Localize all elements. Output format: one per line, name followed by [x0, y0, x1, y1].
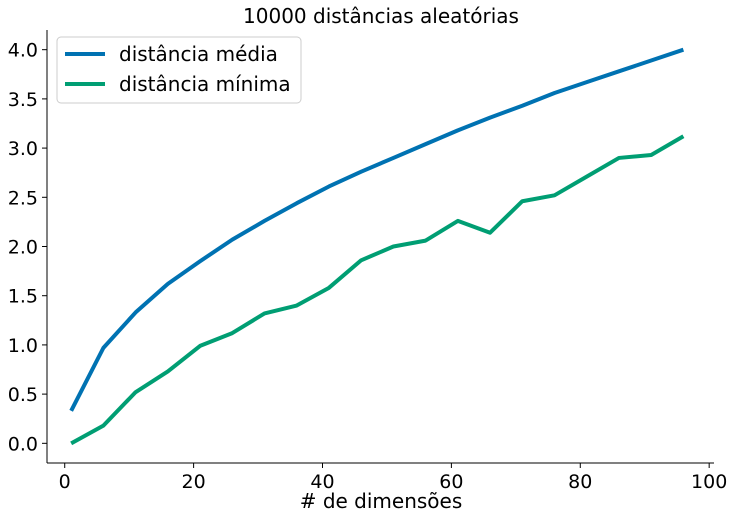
series-line-1: [69, 47, 685, 412]
legend: distância média distância mínima: [56, 36, 302, 104]
y-tick-label: 1.5: [8, 286, 38, 308]
y-tick-label: 3.0: [8, 138, 38, 160]
x-tick-label: 60: [439, 471, 463, 493]
y-tick-label: 3.5: [8, 89, 38, 111]
y-tick-label: 0.0: [8, 433, 38, 455]
x-tick-label: 0: [59, 471, 71, 493]
x-tick-label: 20: [182, 471, 206, 493]
y-tick-label: 2.5: [8, 187, 38, 209]
x-tick-label: 100: [691, 471, 727, 493]
y-tick-label: 1.0: [8, 335, 38, 357]
legend-label-1: distância média: [119, 42, 278, 66]
series-line-2: [70, 134, 685, 446]
x-tick-label: 80: [568, 471, 592, 493]
legend-label-2: distância mínima: [119, 72, 291, 96]
y-tick-label: 4.0: [8, 40, 38, 62]
y-tick-label: 0.5: [8, 384, 38, 406]
plot-area: 0 20 40 60 80 100 0.0 0.5 1.0 1.5 2.0 2.5 3.0 3.5 4.0: [8, 30, 727, 493]
y-tick-label: 2.0: [8, 237, 38, 259]
x-axis-title: # de dimensões: [300, 489, 463, 513]
chart-title: 10000 distâncias aleatórias: [243, 4, 519, 28]
x-tick-label: 40: [310, 471, 334, 493]
legend-box: [56, 36, 302, 104]
